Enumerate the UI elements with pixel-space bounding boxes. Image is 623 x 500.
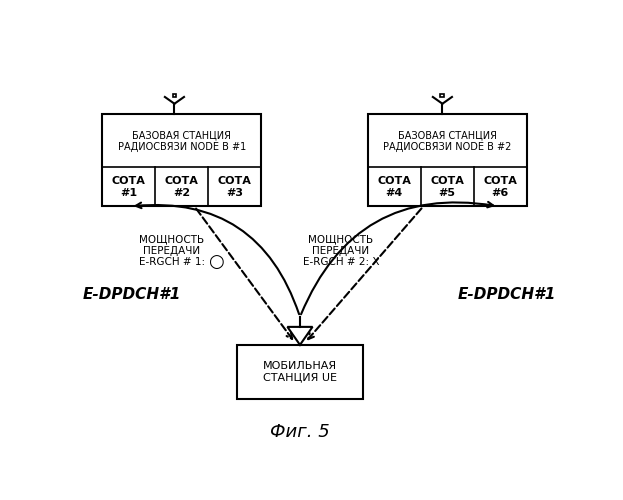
Text: СОТА
#6: СОТА #6: [483, 176, 517, 198]
Text: СОТА
#1: СОТА #1: [112, 176, 146, 198]
Text: МОЩНОСТЬ: МОЩНОСТЬ: [308, 234, 374, 244]
Text: БАЗОВАЯ СТАНЦИЯ
РАДИОСВЯЗИ NODE B #1: БАЗОВАЯ СТАНЦИЯ РАДИОСВЯЗИ NODE B #1: [118, 130, 246, 152]
Text: ○: ○: [207, 253, 224, 271]
Text: ПЕРЕДАЧИ: ПЕРЕДАЧИ: [143, 246, 201, 256]
Bar: [237, 345, 363, 399]
Text: E-RGCH # 1:: E-RGCH # 1:: [139, 257, 205, 267]
Bar: [440, 94, 444, 97]
Text: МОЩНОСТЬ: МОЩНОСТЬ: [140, 234, 204, 244]
Text: СОТА
#4: СОТА #4: [377, 176, 411, 198]
Bar: [173, 94, 176, 97]
Bar: [102, 114, 262, 206]
Text: E-DPDCH#1: E-DPDCH#1: [83, 288, 181, 302]
Text: СОТА
#2: СОТА #2: [164, 176, 199, 198]
Text: СОТА
#5: СОТА #5: [430, 176, 464, 198]
Text: СОТА
#3: СОТА #3: [218, 176, 252, 198]
Text: E-RGCH # 2: X: E-RGCH # 2: X: [303, 257, 379, 267]
Text: БАЗОВАЯ СТАНЦИЯ
РАДИОСВЯЗИ NODE B #2: БАЗОВАЯ СТАНЦИЯ РАДИОСВЯЗИ NODE B #2: [383, 130, 511, 152]
Text: Фиг. 5: Фиг. 5: [270, 422, 330, 440]
Text: ПЕРЕДАЧИ: ПЕРЕДАЧИ: [313, 246, 369, 256]
Text: E-DPDCH#1: E-DPDCH#1: [457, 288, 556, 302]
Bar: [368, 114, 527, 206]
Text: МОБИЛЬНАЯ
СТАНЦИЯ UE: МОБИЛЬНАЯ СТАНЦИЯ UE: [263, 361, 337, 382]
